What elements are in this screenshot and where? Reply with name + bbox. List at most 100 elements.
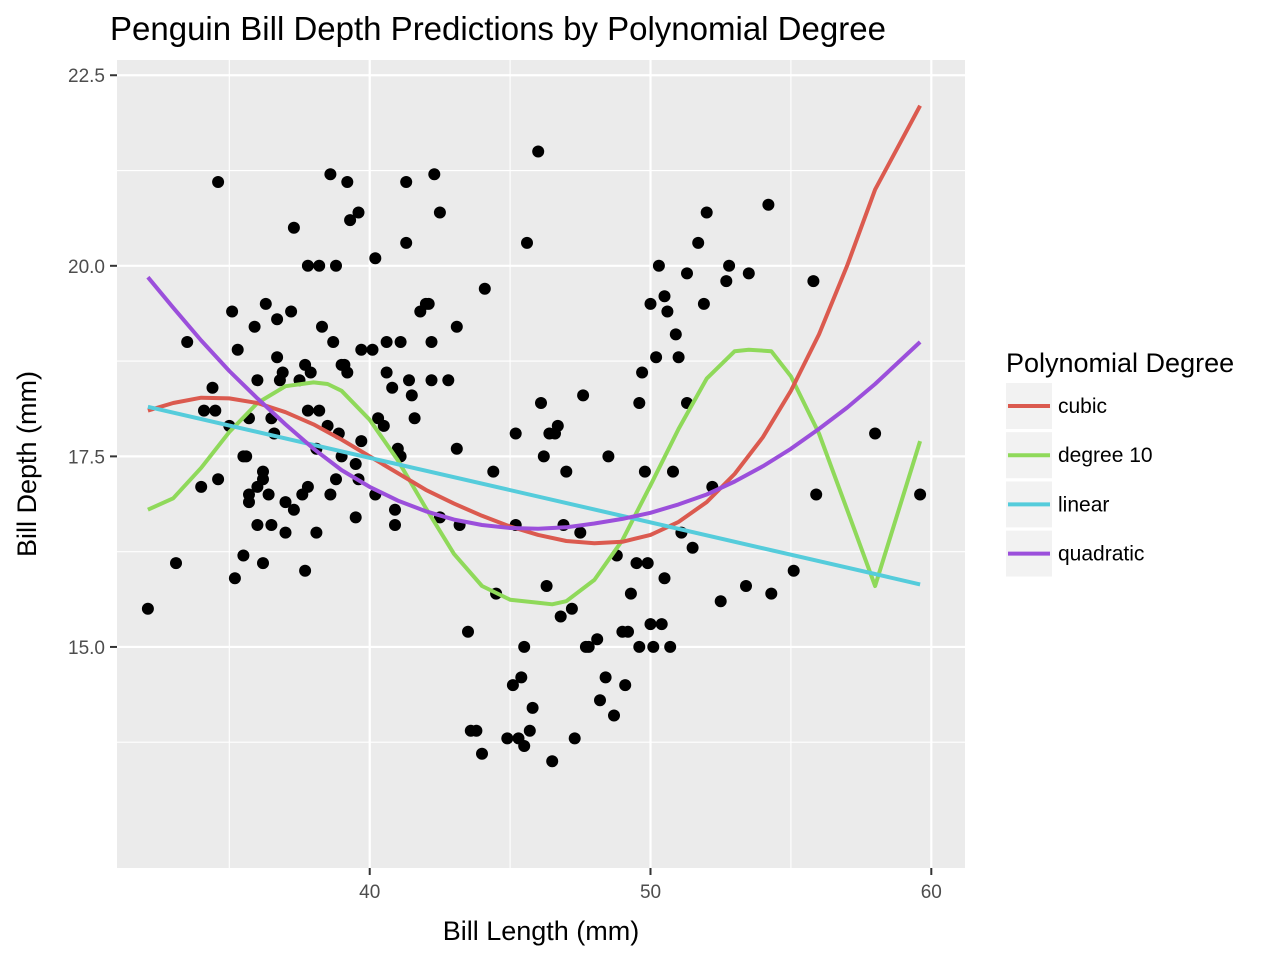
data-point bbox=[366, 343, 379, 356]
x-axis-ticks: 40 50 60 bbox=[359, 868, 942, 903]
data-point bbox=[602, 450, 615, 463]
data-point bbox=[405, 389, 418, 402]
data-point bbox=[515, 671, 528, 684]
data-point bbox=[664, 640, 677, 653]
data-point bbox=[352, 206, 365, 219]
data-point bbox=[714, 595, 727, 608]
data-point bbox=[330, 259, 342, 272]
data-point bbox=[669, 328, 682, 341]
data-point bbox=[476, 747, 488, 760]
data-point bbox=[546, 755, 559, 768]
y-tick-label: 22.5 bbox=[68, 66, 105, 87]
legend: Polynomial Degree cubic degree 10 linear qu… bbox=[1006, 348, 1234, 577]
data-point bbox=[594, 694, 606, 707]
data-point bbox=[341, 366, 354, 379]
data-point bbox=[301, 480, 314, 493]
data-point bbox=[532, 145, 545, 158]
data-point bbox=[697, 297, 710, 310]
data-point bbox=[644, 618, 657, 631]
data-point bbox=[501, 732, 514, 745]
data-point bbox=[487, 465, 500, 478]
data-point bbox=[577, 389, 590, 402]
data-point bbox=[301, 404, 314, 417]
data-point bbox=[349, 458, 362, 470]
data-point bbox=[633, 640, 646, 653]
data-point bbox=[206, 381, 219, 394]
data-point bbox=[248, 320, 261, 333]
data-point bbox=[554, 610, 567, 623]
data-point bbox=[226, 305, 239, 318]
data-point bbox=[462, 625, 474, 638]
data-point bbox=[212, 176, 225, 188]
data-point bbox=[259, 297, 272, 310]
data-point bbox=[523, 724, 536, 737]
data-point bbox=[377, 419, 390, 432]
y-tick-label: 20.0 bbox=[68, 257, 105, 278]
data-point bbox=[638, 465, 651, 478]
data-point bbox=[276, 366, 289, 379]
data-point bbox=[324, 488, 337, 501]
data-point bbox=[279, 526, 292, 539]
data-point bbox=[723, 259, 736, 272]
data-point bbox=[661, 305, 674, 318]
data-point bbox=[442, 374, 455, 387]
data-point bbox=[765, 587, 778, 600]
data-point bbox=[540, 580, 553, 592]
data-point bbox=[341, 176, 354, 188]
data-point bbox=[667, 465, 679, 478]
data-point bbox=[299, 564, 312, 577]
data-point bbox=[518, 740, 531, 752]
data-point bbox=[478, 282, 491, 295]
data-point bbox=[327, 336, 340, 348]
data-point bbox=[608, 709, 620, 722]
data-point bbox=[316, 320, 328, 333]
data-point bbox=[400, 176, 413, 188]
data-point bbox=[212, 473, 225, 486]
data-point bbox=[720, 275, 733, 288]
data-point bbox=[228, 572, 241, 585]
data-point bbox=[271, 351, 284, 364]
data-point bbox=[386, 381, 399, 394]
data-point bbox=[355, 343, 368, 356]
data-point bbox=[237, 549, 250, 562]
y-tick-label: 17.5 bbox=[68, 447, 105, 468]
legend-label: linear bbox=[1058, 493, 1109, 516]
data-point bbox=[807, 275, 820, 288]
data-point bbox=[257, 473, 269, 486]
data-point bbox=[425, 374, 438, 387]
data-point bbox=[251, 374, 264, 387]
data-point bbox=[647, 640, 660, 653]
data-point bbox=[369, 252, 382, 265]
data-point bbox=[644, 297, 657, 310]
data-point bbox=[408, 412, 421, 425]
data-point bbox=[349, 511, 362, 524]
data-point bbox=[400, 236, 413, 249]
data-point bbox=[313, 404, 326, 417]
data-point bbox=[551, 419, 564, 432]
data-point bbox=[914, 488, 927, 501]
data-point bbox=[742, 267, 755, 280]
data-point bbox=[470, 724, 483, 737]
data-point bbox=[209, 404, 222, 417]
data-point bbox=[506, 679, 519, 692]
data-point bbox=[810, 488, 823, 501]
data-point bbox=[257, 557, 269, 570]
data-point bbox=[565, 602, 578, 615]
legend-label: degree 10 bbox=[1058, 444, 1153, 467]
data-point bbox=[181, 336, 194, 348]
data-point bbox=[285, 305, 298, 318]
data-point bbox=[403, 374, 415, 387]
data-point bbox=[740, 580, 752, 592]
data-point bbox=[450, 442, 463, 455]
data-point bbox=[380, 366, 393, 379]
data-point bbox=[304, 366, 317, 379]
data-point bbox=[428, 168, 441, 181]
data-point bbox=[170, 557, 182, 570]
data-point bbox=[313, 259, 326, 272]
x-tick-label: 60 bbox=[921, 882, 942, 903]
data-point bbox=[394, 336, 407, 348]
data-point bbox=[535, 397, 547, 409]
legend-title: Polynomial Degree bbox=[1006, 348, 1234, 378]
data-point bbox=[310, 526, 323, 539]
data-point bbox=[231, 343, 244, 356]
